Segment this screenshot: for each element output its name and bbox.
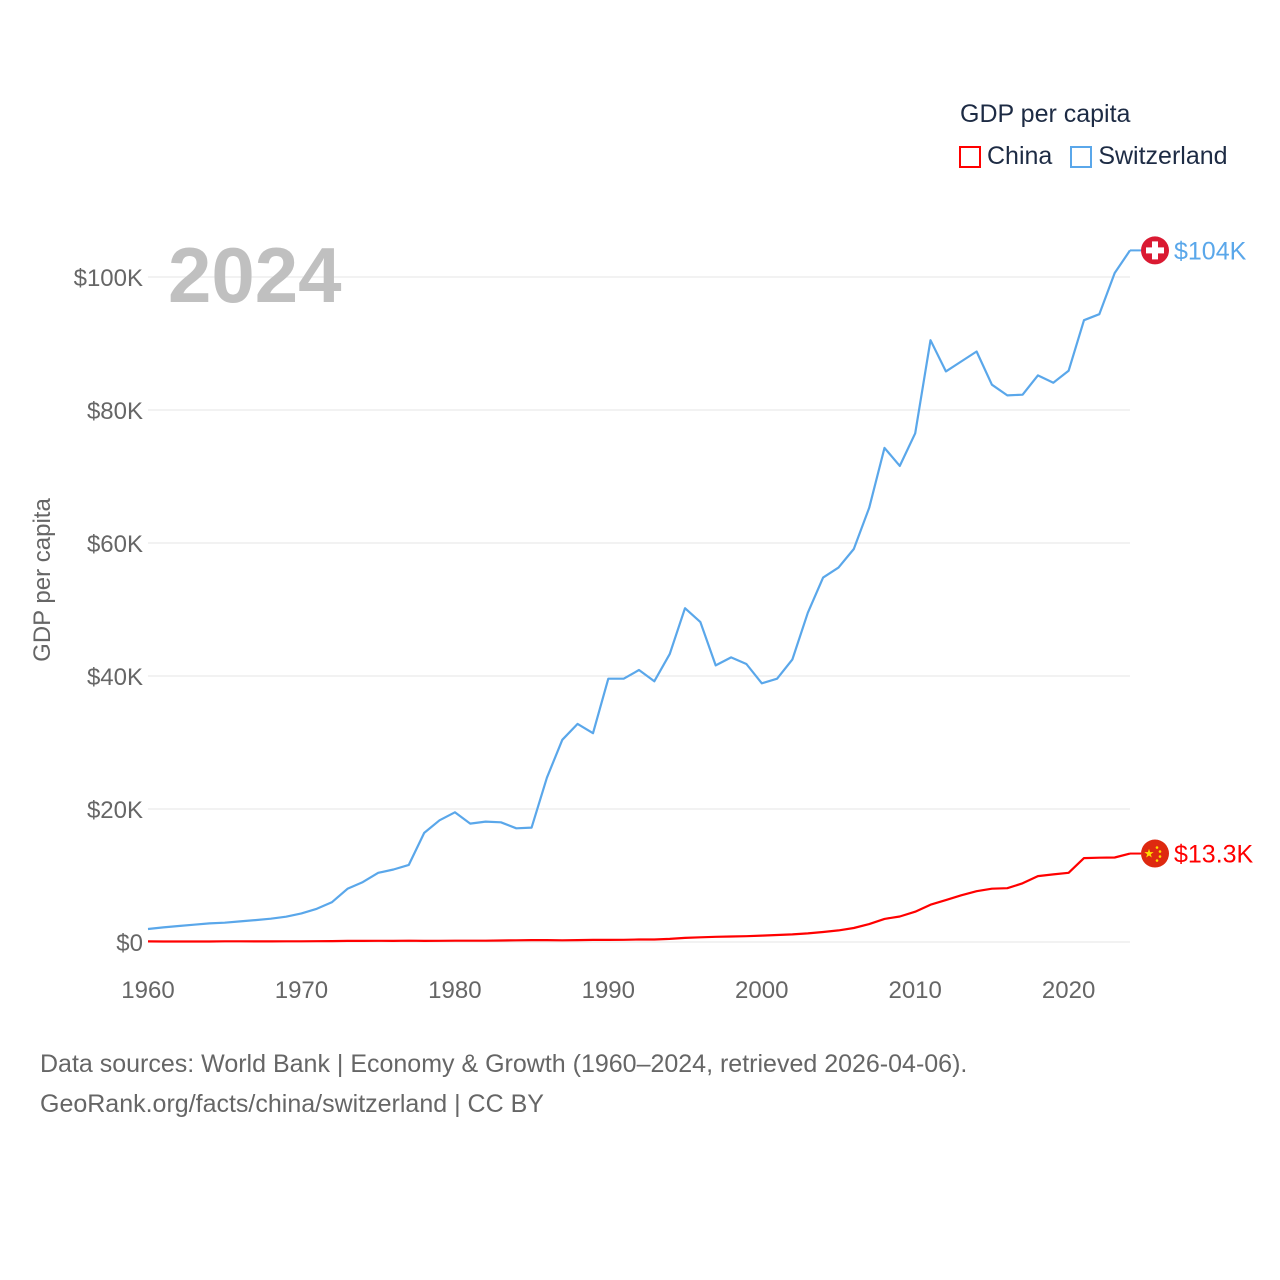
- legend-swatch-switzerland: [1070, 145, 1093, 168]
- y-tick-label: $60K: [87, 531, 143, 558]
- x-tick-label: 2000: [735, 977, 788, 1004]
- legend-label-china: China: [987, 142, 1053, 170]
- legend-label-switzerland: Switzerland: [1098, 142, 1228, 170]
- series-lines: [147, 249, 1131, 943]
- x-axis-ticks: 1960 1970 1980 1990 2000 2010 2020: [121, 977, 1095, 1004]
- legend-title: GDP per capita: [960, 100, 1131, 128]
- legend-item-switzerland[interactable]: Switzerland: [1070, 142, 1228, 171]
- series-line-china: [147, 852, 1131, 943]
- y-tick-label: $40K: [87, 664, 143, 691]
- y-axis-ticks: $0 $20K $40K $60K $80K $100K: [74, 265, 143, 957]
- legend-item-china[interactable]: China: [959, 142, 1052, 171]
- end-value-label-china: $13.3K: [1174, 841, 1254, 869]
- y-tick-label: $20K: [87, 797, 143, 824]
- x-tick-label: 2010: [888, 977, 941, 1004]
- series-line-switzerland: [147, 249, 1131, 931]
- svg-text:★: ★: [1144, 847, 1155, 861]
- x-tick-label: 1970: [275, 977, 328, 1004]
- y-tick-label: $0: [116, 930, 143, 957]
- footer-attribution[interactable]: GeoRank.org/facts/china/switzerland | CC…: [40, 1090, 544, 1118]
- y-axis-title: GDP per capita: [29, 498, 56, 662]
- x-tick-label: 1960: [121, 977, 174, 1004]
- gridlines: [148, 276, 1130, 943]
- footer-sources: Data sources: World Bank | Economy & Gro…: [40, 1050, 968, 1078]
- series-end-markers: ★ $13.3K $104K: [1130, 236, 1254, 869]
- legend-swatch-china: [959, 145, 981, 168]
- x-tick-label: 1990: [582, 977, 635, 1004]
- legend: China Switzerland: [959, 142, 1228, 171]
- x-tick-label: 1980: [428, 977, 481, 1004]
- footer: Data sources: World Bank | Economy & Gro…: [40, 1044, 967, 1124]
- y-tick-label: $80K: [87, 398, 143, 425]
- year-label: 2024: [168, 231, 342, 319]
- x-tick-label: 2020: [1042, 977, 1095, 1004]
- china-flag-icon: ★: [1141, 839, 1169, 868]
- switzerland-flag-icon: [1141, 236, 1169, 265]
- y-tick-label: $100K: [74, 265, 143, 292]
- end-value-label-switzerland: $104K: [1174, 237, 1247, 265]
